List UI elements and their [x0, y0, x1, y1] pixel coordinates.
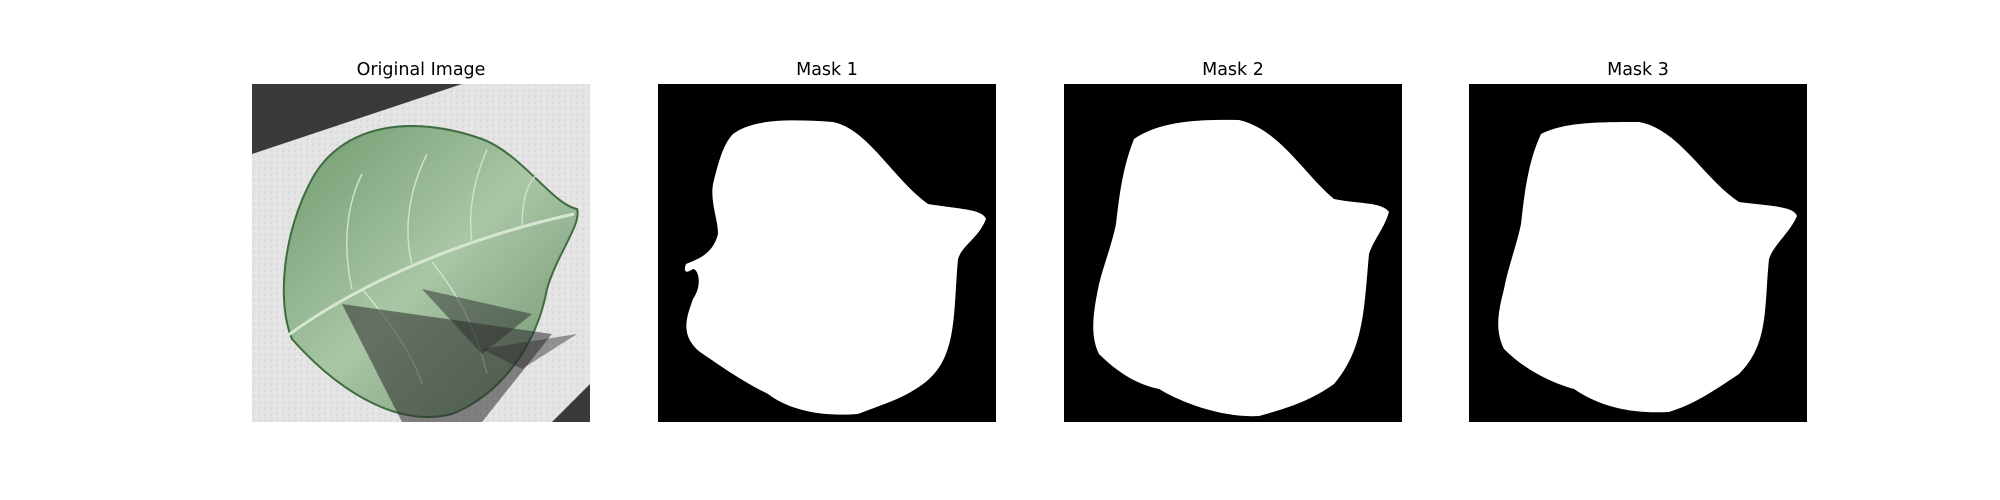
mask-region: [1498, 122, 1797, 413]
panel-title: Original Image: [356, 60, 486, 80]
panel-mask-2: Mask 2: [1064, 56, 1402, 422]
panel-title: Mask 2: [1202, 60, 1264, 80]
panel-mask-3: Mask 3: [1469, 56, 1807, 422]
panel-original-image: Original Image: [252, 56, 590, 422]
mask-region: [684, 120, 986, 415]
panel-title: Mask 1: [796, 60, 858, 80]
mask-image: [658, 84, 996, 422]
original-leaf-photo: [252, 84, 590, 422]
mask-image: [1469, 84, 1807, 422]
panel-title: Mask 3: [1607, 60, 1669, 80]
mask-image: [1064, 84, 1402, 422]
panel-mask-1: Mask 1: [658, 56, 996, 422]
mask-region: [1093, 119, 1389, 417]
